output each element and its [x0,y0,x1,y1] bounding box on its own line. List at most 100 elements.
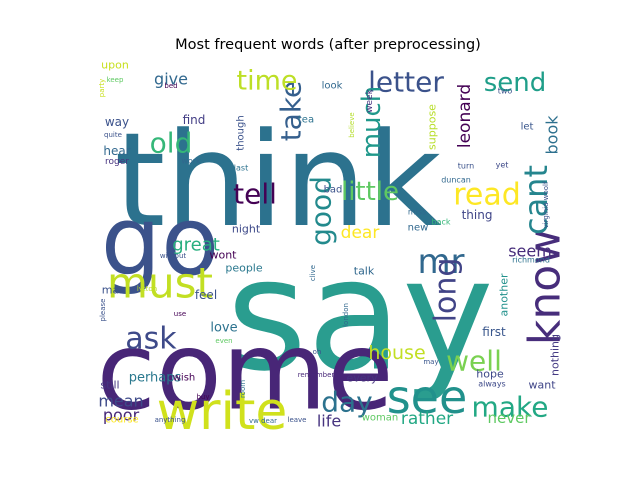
word-well: well [446,345,502,378]
word-every: every [346,372,378,385]
word-tea: tea [298,115,314,126]
chart-title: Most frequent words (after preprocessing… [175,37,481,53]
word-seem: seem [508,242,552,261]
word-people: people [225,262,263,275]
word-duncan: duncan [441,176,471,185]
word-course: course [105,415,138,426]
word-first: first [482,325,506,339]
word-long: long [429,258,464,323]
word-may: may [423,358,438,366]
word-turn: turn [458,162,474,171]
word-time: time [236,66,297,97]
word-two: two [498,87,513,96]
word-though: though [236,115,247,150]
word-come: come [96,310,393,435]
word-anything: anything [155,416,186,424]
word-roger: roger [105,157,129,167]
word-party: party [98,79,106,98]
word-last: last [234,164,248,173]
word-suppose: suppose [426,104,439,150]
word-read: read [453,178,521,213]
word-virginia-woolf: virginia woolf [542,181,550,228]
word-say: say [226,225,493,406]
word-ask: ask [125,322,177,357]
word-new: new [408,223,429,234]
word-mr: mr [417,242,464,282]
word-still: still [100,379,119,392]
word-cant: cant [517,165,555,235]
word-clive: clive [309,265,317,281]
word-leave: leave [288,416,307,424]
word-miss: miss [408,208,426,217]
word-must: must [107,259,213,308]
word-night: night [232,223,261,236]
word-dear: dear [341,223,380,243]
word-bed: bed [164,82,177,90]
word-always: always [478,380,505,389]
word-even: even [215,337,232,345]
word-wont: wont [209,249,237,262]
word-mean: mean [98,392,143,411]
word-vw-dear: vw dear [249,417,277,425]
word-room: room [239,380,247,398]
word-feel: feel [195,288,217,302]
word-letter: letter [368,66,444,99]
word-without: without [160,252,187,260]
word-much: much [357,86,387,159]
word-little: little [341,177,399,207]
word-remember: remember [298,371,335,379]
word-want: want [528,379,556,392]
word-bad: bad [324,185,343,196]
word-think: think [114,104,441,256]
word-back: back [431,218,450,227]
word-give: give [154,70,188,89]
word-lytton: lytton [137,285,157,293]
word-perhaps: perhaps [129,371,182,386]
word-let: let [521,122,534,133]
word-way: way [105,115,129,129]
word-hear: hear [103,144,130,158]
word-week: week [365,88,375,112]
word-old: old [150,127,193,160]
word-wish: wish [173,373,196,384]
word-keep: keep [107,76,124,84]
word-woman: woman [362,413,399,424]
word-oh: oh [313,348,322,356]
word-man: man [102,284,126,297]
word-quite: quite [104,131,122,139]
word-never: never [487,409,531,427]
word-make: make [472,391,549,424]
word-use: use [174,310,186,318]
word-hope: hope [476,368,504,381]
word-book: book [543,115,562,155]
word-great: great [172,235,220,256]
word-london: london [342,303,350,327]
word-know: know [520,229,571,345]
word-go: go [101,187,219,297]
word-good: good [305,176,338,246]
word-write: write [157,382,288,442]
word-richmond: richmond [512,256,550,265]
word-find: find [183,113,206,127]
word-leonard: leonard [455,84,475,148]
word-buy: buy [196,393,209,401]
word-yet: yet [496,161,509,170]
word-love: love [210,321,237,336]
word-send: send [484,68,547,98]
word-see: see [387,370,468,424]
word-believe: believe [348,112,356,137]
word-please: please [99,299,107,322]
word-talk: talk [354,265,375,278]
word-look: look [322,81,343,92]
word-take: take [275,81,308,142]
word-life: life [317,412,341,431]
word-upon: upon [101,59,129,72]
word-thing: thing [462,208,493,222]
word-nothing: nothing [549,334,562,376]
word-another: another [498,273,511,316]
word-day: day [321,386,373,419]
word-house: house [368,342,425,364]
